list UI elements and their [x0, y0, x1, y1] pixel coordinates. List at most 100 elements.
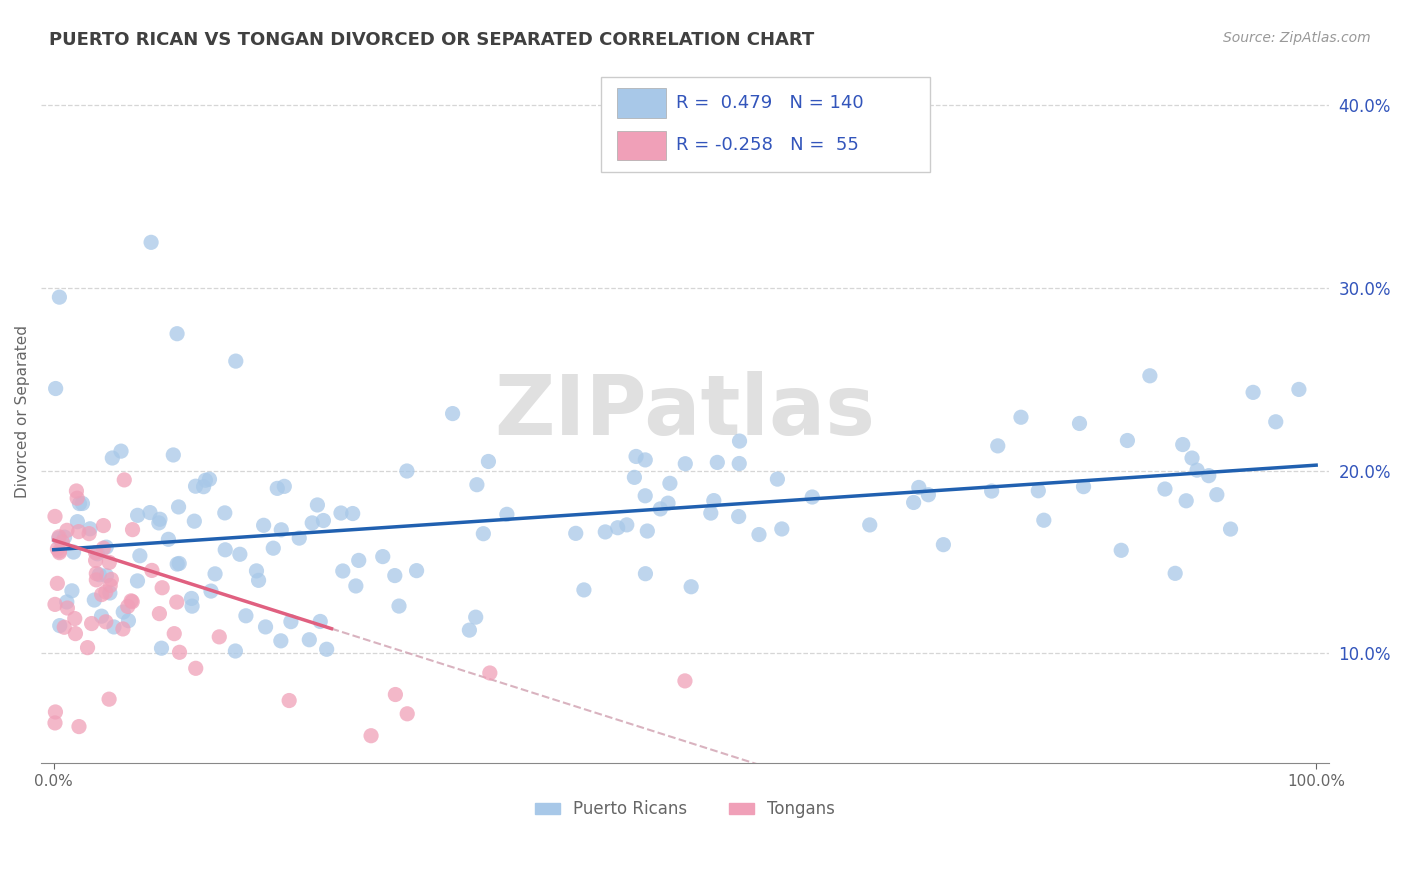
Point: [193, 480, 215, 494]
Point: [86, 566, 108, 581]
Point: [83, 593, 105, 607]
Point: [84, 546, 107, 560]
Point: [1175, 493, 1198, 508]
Point: [1154, 482, 1177, 496]
Point: [384, 568, 406, 582]
Point: [120, 594, 142, 608]
Point: [183, 514, 205, 528]
Point: [148, 607, 170, 621]
Point: [1241, 385, 1264, 400]
Point: [1264, 415, 1286, 429]
Point: [1073, 480, 1095, 494]
Point: [157, 533, 180, 547]
Y-axis label: Divorced or Separated: Divorced or Separated: [15, 325, 30, 498]
Point: [65, 483, 87, 498]
Point: [169, 645, 191, 659]
Point: [112, 605, 135, 619]
Point: [224, 644, 246, 658]
Point: [636, 524, 658, 538]
Point: [79, 522, 101, 536]
Point: [90, 609, 112, 624]
Point: [270, 523, 292, 537]
Point: [63, 611, 86, 625]
Point: [53, 530, 76, 544]
Point: [266, 481, 288, 495]
Point: [658, 476, 681, 491]
Point: [280, 615, 302, 629]
Point: [56, 524, 79, 538]
Point: [593, 524, 616, 539]
Point: [706, 455, 728, 469]
Point: [93, 518, 115, 533]
Point: [194, 473, 217, 487]
Point: [89, 567, 111, 582]
Point: [166, 557, 188, 571]
Point: [634, 453, 657, 467]
Point: [139, 235, 162, 250]
Point: [184, 479, 207, 493]
Point: [141, 563, 163, 577]
Point: [80, 616, 103, 631]
Point: [465, 477, 488, 491]
Point: [101, 450, 124, 465]
Point: [1205, 488, 1227, 502]
Point: [48, 544, 70, 558]
Point: [208, 630, 231, 644]
Point: [624, 450, 647, 464]
Point: [301, 516, 323, 530]
Point: [48, 290, 70, 304]
Point: [309, 615, 332, 629]
Point: [405, 564, 427, 578]
Point: [564, 526, 586, 541]
Point: [139, 506, 162, 520]
Point: [371, 549, 394, 564]
Point: [464, 610, 486, 624]
Point: [388, 599, 411, 613]
Point: [48, 530, 70, 544]
Point: [247, 574, 270, 588]
Point: [46, 541, 69, 556]
Point: [117, 614, 139, 628]
Point: [728, 434, 751, 448]
Point: [184, 661, 207, 675]
Point: [98, 586, 121, 600]
Point: [315, 642, 337, 657]
Point: [288, 531, 311, 545]
Point: [127, 574, 149, 588]
Point: [270, 633, 292, 648]
Point: [650, 502, 672, 516]
Point: [903, 495, 925, 509]
Point: [167, 557, 190, 571]
Point: [121, 523, 143, 537]
Point: [98, 692, 121, 706]
Point: [72, 496, 94, 510]
Point: [801, 490, 824, 504]
Point: [163, 626, 186, 640]
Point: [727, 509, 749, 524]
Point: [634, 566, 657, 581]
Point: [44, 509, 66, 524]
Point: [347, 553, 370, 567]
Point: [681, 580, 703, 594]
Point: [127, 508, 149, 523]
Text: PUERTO RICAN VS TONGAN DIVORCED OR SEPARATED CORRELATION CHART: PUERTO RICAN VS TONGAN DIVORCED OR SEPAR…: [49, 31, 814, 49]
Point: [703, 493, 725, 508]
Point: [472, 526, 495, 541]
Text: R =  0.479   N = 140: R = 0.479 N = 140: [676, 95, 863, 112]
Point: [1109, 543, 1132, 558]
Point: [117, 599, 139, 614]
Point: [298, 632, 321, 647]
Point: [623, 470, 645, 484]
Point: [307, 498, 329, 512]
Point: [150, 641, 173, 656]
Point: [395, 464, 418, 478]
Point: [110, 444, 132, 458]
Point: [60, 583, 83, 598]
Point: [48, 546, 70, 560]
Point: [84, 553, 107, 567]
Point: [932, 538, 955, 552]
Point: [51, 535, 73, 549]
Point: [332, 564, 354, 578]
Point: [44, 715, 66, 730]
Point: [1219, 522, 1241, 536]
